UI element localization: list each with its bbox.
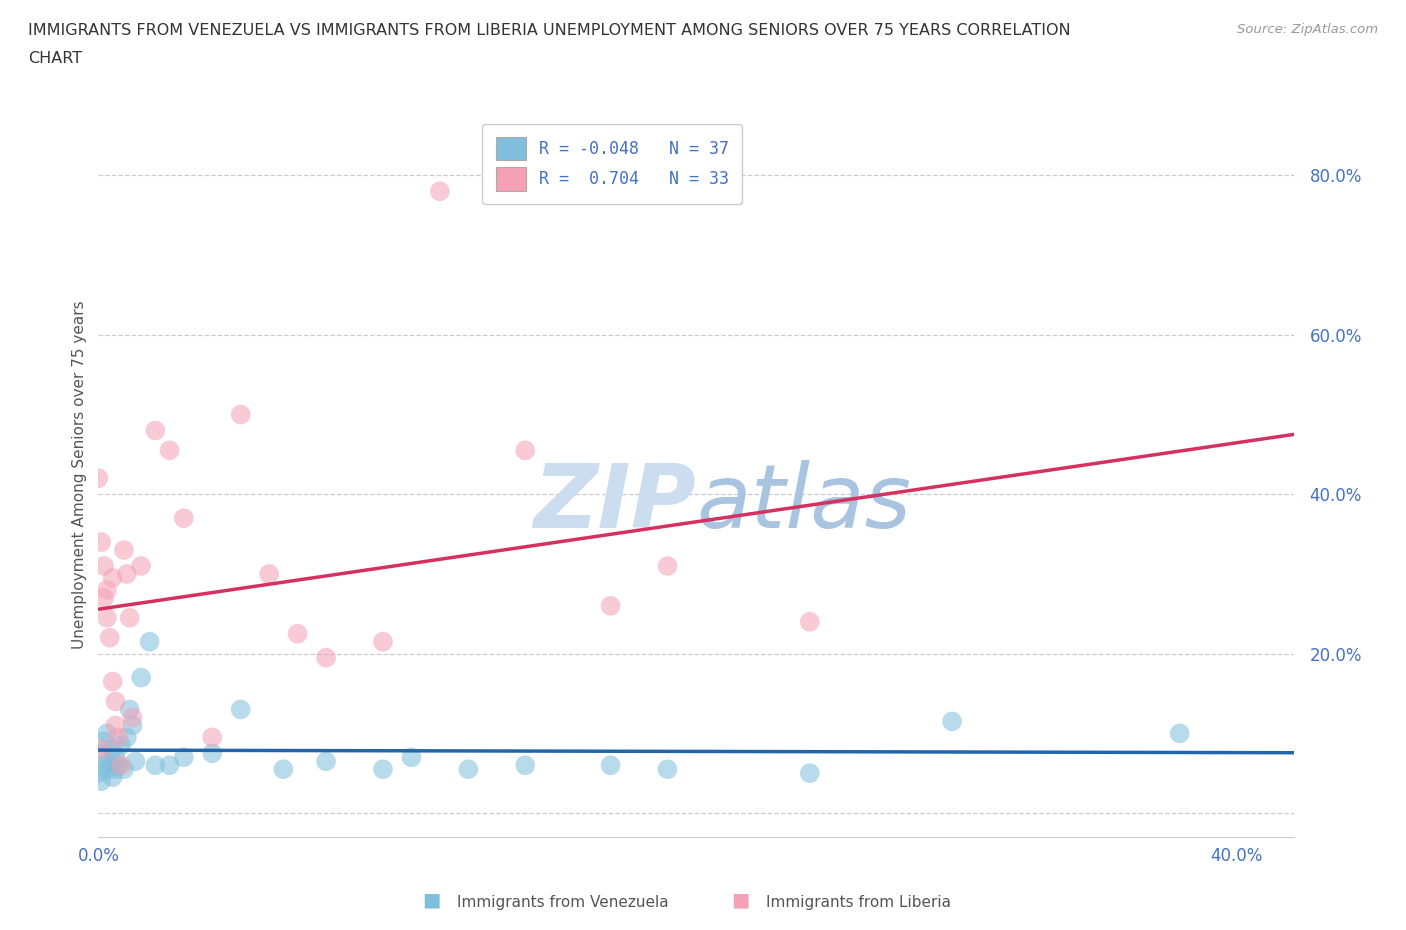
- Point: [229, 407, 252, 422]
- Point: [93, 734, 115, 749]
- Text: ZIP: ZIP: [533, 459, 696, 547]
- Point: [87, 765, 110, 780]
- Point: [315, 754, 337, 769]
- Point: [93, 559, 115, 574]
- Point: [101, 770, 124, 785]
- Point: [121, 718, 143, 733]
- Point: [287, 626, 309, 641]
- Text: atlas: atlas: [696, 460, 911, 546]
- Point: [98, 631, 121, 645]
- Point: [159, 758, 181, 773]
- Point: [1168, 726, 1191, 741]
- Point: [799, 615, 821, 630]
- Point: [118, 702, 141, 717]
- Point: [799, 765, 821, 780]
- Point: [110, 737, 132, 752]
- Point: [90, 535, 112, 550]
- Point: [371, 762, 394, 777]
- Point: [143, 758, 166, 773]
- Point: [599, 758, 621, 773]
- Point: [371, 634, 394, 649]
- Point: [98, 754, 121, 769]
- Point: [104, 750, 127, 764]
- Point: [273, 762, 295, 777]
- Point: [138, 634, 160, 649]
- Point: [515, 443, 537, 458]
- Point: [93, 591, 115, 605]
- Text: IMMIGRANTS FROM VENEZUELA VS IMMIGRANTS FROM LIBERIA UNEMPLOYMENT AMONG SENIORS : IMMIGRANTS FROM VENEZUELA VS IMMIGRANTS …: [28, 23, 1071, 38]
- Point: [599, 598, 621, 613]
- Point: [257, 566, 280, 581]
- Point: [90, 742, 112, 757]
- Point: [115, 730, 138, 745]
- Point: [129, 671, 152, 685]
- Point: [429, 184, 451, 199]
- Point: [87, 471, 110, 485]
- Point: [104, 694, 127, 709]
- Point: [90, 746, 112, 761]
- Text: Immigrants from Liberia: Immigrants from Liberia: [766, 895, 952, 910]
- Point: [118, 610, 141, 625]
- Point: [107, 758, 129, 773]
- Point: [129, 559, 152, 574]
- Point: [90, 774, 112, 789]
- Point: [657, 559, 679, 574]
- Point: [201, 746, 224, 761]
- Point: [101, 570, 124, 585]
- Point: [115, 566, 138, 581]
- Text: ■: ■: [422, 891, 440, 910]
- Point: [110, 758, 132, 773]
- Point: [941, 714, 963, 729]
- Point: [107, 730, 129, 745]
- Point: [96, 582, 118, 597]
- Point: [173, 511, 195, 525]
- Text: Immigrants from Venezuela: Immigrants from Venezuela: [457, 895, 669, 910]
- Point: [112, 542, 135, 557]
- Point: [657, 762, 679, 777]
- Text: Source: ZipAtlas.com: Source: ZipAtlas.com: [1237, 23, 1378, 36]
- Y-axis label: Unemployment Among Seniors over 75 years: Unemployment Among Seniors over 75 years: [72, 300, 87, 648]
- Point: [401, 750, 423, 764]
- Point: [121, 710, 143, 724]
- Point: [457, 762, 479, 777]
- Legend: R = -0.048   N = 37, R =  0.704   N = 33: R = -0.048 N = 37, R = 0.704 N = 33: [482, 124, 742, 204]
- Point: [201, 730, 224, 745]
- Point: [315, 650, 337, 665]
- Point: [96, 762, 118, 777]
- Point: [101, 742, 124, 757]
- Point: [124, 754, 146, 769]
- Point: [93, 758, 115, 773]
- Point: [104, 718, 127, 733]
- Point: [104, 762, 127, 777]
- Point: [96, 726, 118, 741]
- Point: [101, 674, 124, 689]
- Point: [515, 758, 537, 773]
- Point: [229, 702, 252, 717]
- Point: [173, 750, 195, 764]
- Point: [96, 610, 118, 625]
- Text: CHART: CHART: [28, 51, 82, 66]
- Text: ■: ■: [731, 891, 749, 910]
- Point: [143, 423, 166, 438]
- Point: [159, 443, 181, 458]
- Point: [112, 762, 135, 777]
